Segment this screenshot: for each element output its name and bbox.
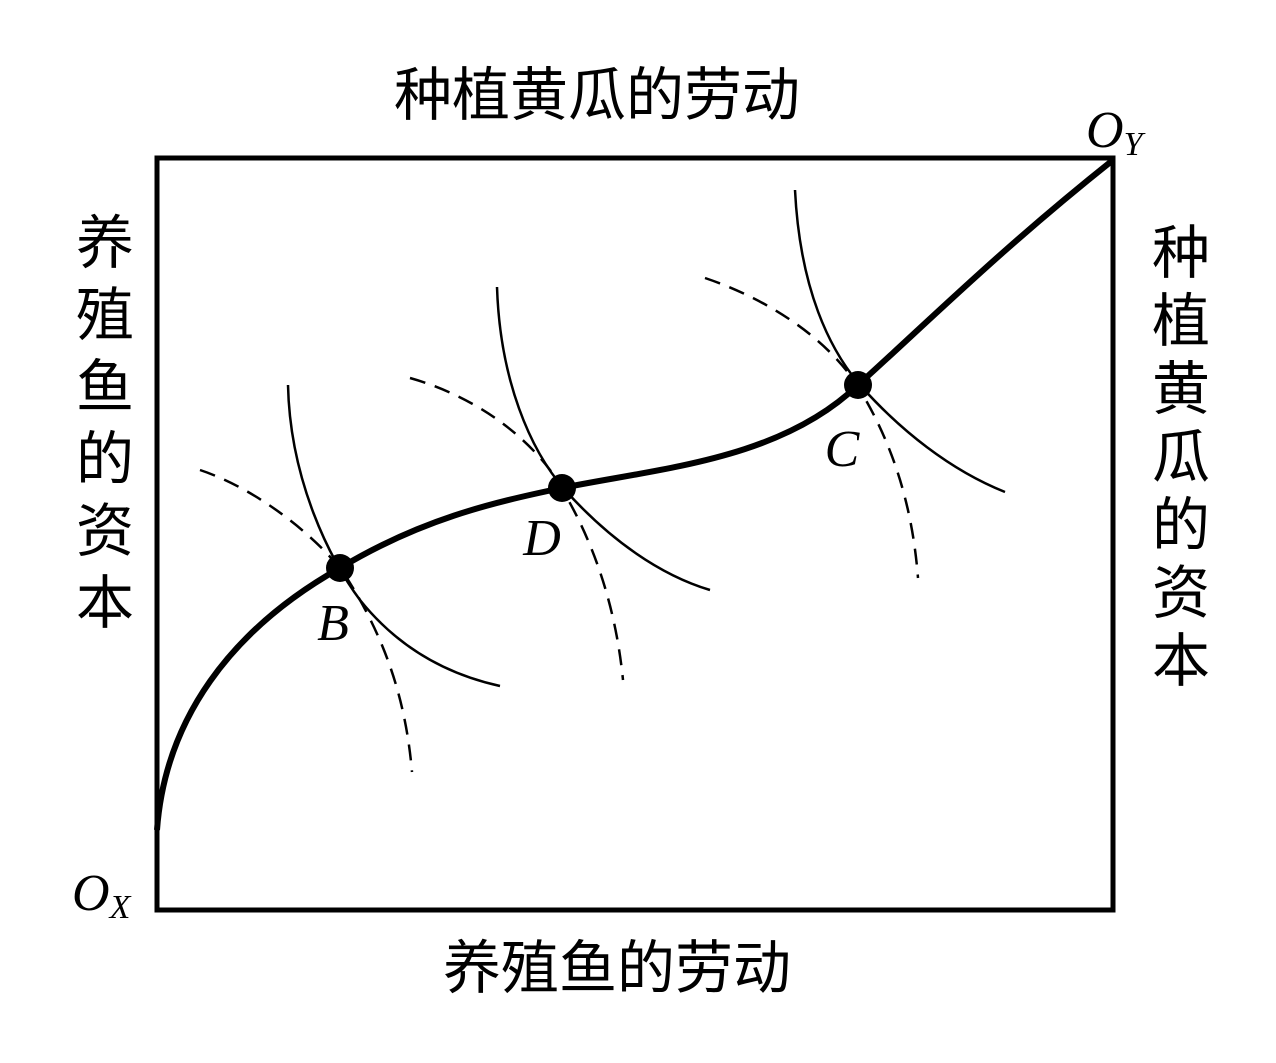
indifference-curve	[409, 376, 625, 681]
point	[326, 554, 354, 582]
top-label: 种植黄瓜的劳动	[394, 61, 800, 129]
point-label: B	[317, 595, 349, 652]
indifference-curve	[704, 276, 920, 579]
origin-letter: O	[72, 865, 110, 922]
left-label: 养殖鱼的资本	[66, 212, 134, 644]
box	[154, 155, 1116, 913]
point-label: C	[825, 421, 861, 478]
origin-label: OY	[1086, 102, 1146, 163]
point	[548, 474, 576, 502]
indifference-curve	[199, 468, 414, 773]
point-label: D	[522, 510, 561, 567]
origin-letter: O	[1086, 102, 1124, 159]
origin-label: OX	[72, 865, 132, 926]
contract-curve	[154, 157, 1115, 831]
origin-subscript: Y	[1124, 126, 1146, 163]
origin-subscript: X	[108, 889, 132, 926]
bottom-label: 养殖鱼的劳动	[443, 934, 791, 1002]
right-label: 种植黄瓜的资本	[1142, 222, 1210, 698]
point	[844, 371, 872, 399]
